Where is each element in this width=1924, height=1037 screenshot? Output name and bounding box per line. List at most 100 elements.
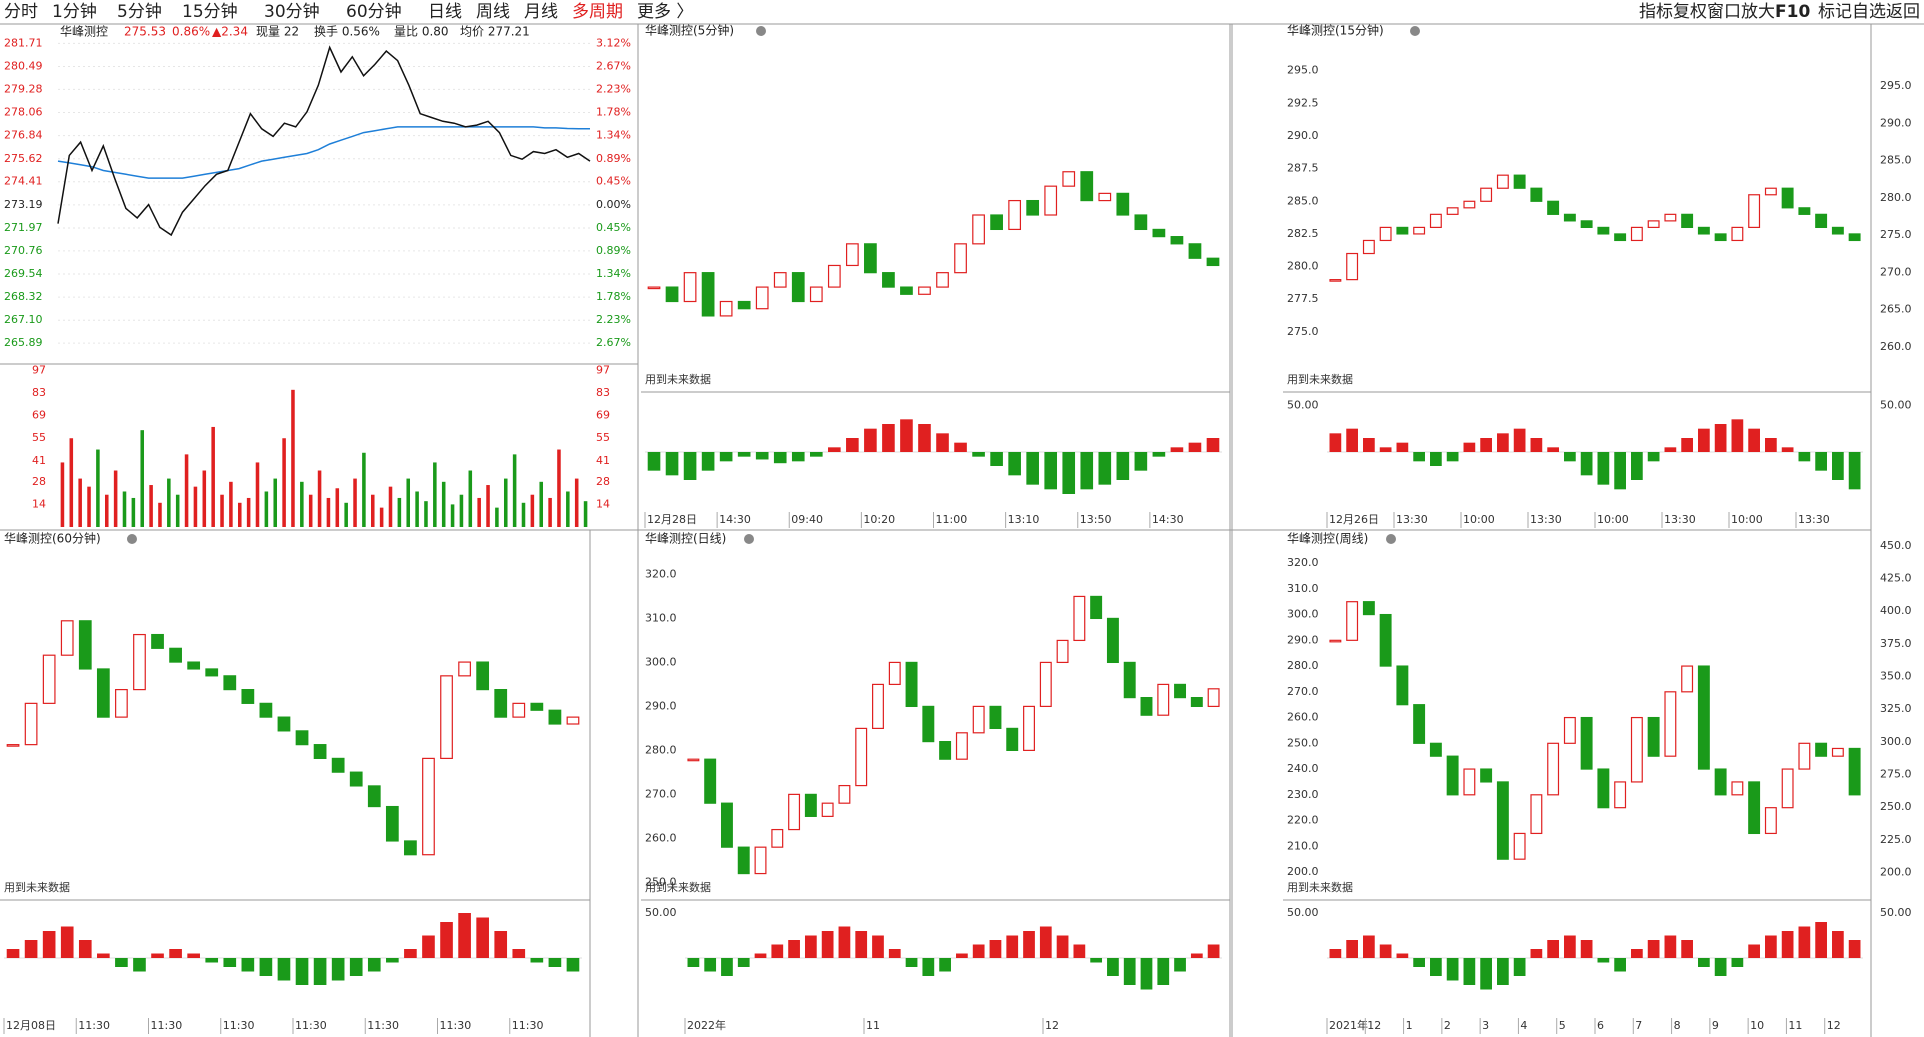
indicator-bar: [458, 913, 471, 958]
time-axis-label: 12月08日: [6, 1019, 56, 1032]
toolbar-tab[interactable]: 60分钟: [346, 2, 402, 22]
toolbar-button[interactable]: 窗口: [1707, 2, 1741, 22]
candle: [1781, 187, 1794, 209]
indicator-axis-label: 50.00: [1287, 906, 1319, 919]
time-axis-label: 10:00: [1731, 513, 1763, 526]
candle: [827, 264, 841, 288]
price-axis-label: 285.0: [1287, 194, 1319, 207]
candle: [1463, 768, 1476, 796]
toolbar-tab[interactable]: 5分钟: [117, 2, 162, 22]
indicator-bar: [1798, 452, 1811, 462]
indicator-bar: [1631, 452, 1643, 480]
toolbar-tab[interactable]: 1分钟: [52, 2, 97, 22]
panel-menu-icon[interactable]: [756, 26, 766, 36]
candle: [1714, 233, 1727, 242]
toolbar-button[interactable]: 标记: [1818, 2, 1852, 22]
price-axis-label: 200.0: [1287, 865, 1319, 878]
toolbar-tab[interactable]: 日线: [428, 2, 462, 22]
toolbar-tab[interactable]: 更多 〉: [637, 2, 693, 22]
price-axis-label: 230.0: [1287, 788, 1319, 801]
candle: [1039, 661, 1052, 708]
candle: [1630, 716, 1643, 783]
price-axis-label: 267.10: [4, 313, 43, 326]
toolbar-tab[interactable]: 月线: [524, 2, 558, 22]
candle: [791, 272, 805, 303]
indicator-bar: [939, 958, 951, 972]
time-axis-label: 14:30: [1152, 513, 1184, 526]
candle: [872, 683, 884, 729]
toolbar-button[interactable]: 复权: [1673, 2, 1707, 22]
volume-bar: [202, 470, 207, 527]
candle: [1044, 185, 1058, 216]
volume-bar: [60, 462, 65, 527]
toolbar-button[interactable]: 放大: [1741, 2, 1775, 22]
indicator-bar: [205, 958, 219, 963]
toolbar-tab[interactable]: 多周期: [572, 2, 623, 22]
candle: [1463, 200, 1476, 209]
candle: [1480, 768, 1493, 783]
toolbar-button[interactable]: 返回: [1886, 2, 1920, 22]
indicator-bar: [1463, 958, 1476, 985]
candle: [972, 214, 985, 245]
volume-axis-label: 41: [596, 454, 610, 467]
time-axis-label: 11: [866, 1019, 880, 1032]
right-axis-label: 425.0: [1880, 572, 1912, 585]
candle: [922, 705, 935, 743]
indicator-bar: [1430, 452, 1442, 466]
price-axis-label: 270.0: [645, 787, 677, 800]
candle: [440, 675, 453, 760]
indicator-bar: [1379, 944, 1392, 958]
time-axis-label: 5: [1559, 1019, 1566, 1032]
indicator-bar: [1513, 958, 1526, 976]
indicator-bar: [1513, 428, 1526, 452]
panel-menu-icon[interactable]: [744, 534, 754, 544]
toolbar-tab[interactable]: 15分钟: [182, 2, 238, 22]
volume-bar: [237, 502, 242, 527]
indicator-bar: [773, 452, 787, 464]
candle: [1429, 742, 1442, 757]
candle: [737, 300, 751, 310]
quote-field: 换手 0.56%: [314, 25, 380, 39]
indicator-bar: [1008, 452, 1021, 476]
price-axis-label: 320.0: [645, 567, 677, 580]
panel-menu-icon[interactable]: [1386, 534, 1396, 544]
candle: [1346, 252, 1359, 281]
panel-menu-icon[interactable]: [127, 534, 137, 544]
future-data-note: 用到未来数据: [645, 372, 711, 386]
candle: [548, 709, 562, 725]
indicator-bar: [1480, 438, 1492, 452]
toolbar-button[interactable]: 指标: [1639, 2, 1673, 22]
candle: [918, 286, 931, 295]
toolbar-tab[interactable]: 30分钟: [264, 2, 320, 22]
price-axis-label: 269.54: [4, 267, 43, 280]
toolbar-button[interactable]: 自选: [1852, 2, 1886, 22]
future-data-note: 用到未来数据: [4, 880, 70, 894]
indicator-bar: [1188, 442, 1202, 452]
indicator-bar: [1073, 944, 1086, 958]
time-axis-label: 11:30: [223, 1019, 255, 1032]
volume-bar: [450, 504, 455, 527]
percent-axis-label: 2.67%: [596, 336, 631, 349]
volume-bar: [246, 497, 251, 527]
toolbar-tab[interactable]: 周线: [476, 2, 510, 22]
toolbar-button[interactable]: F10: [1775, 2, 1810, 22]
indicator-axis-label: 50.00: [1287, 398, 1319, 411]
volume-bar: [211, 426, 215, 527]
candle: [1480, 187, 1493, 202]
indicator-bar: [241, 958, 255, 972]
volume-bar: [379, 507, 384, 527]
volume-bar: [96, 449, 100, 527]
toolbar-tab[interactable]: 分时: [4, 2, 38, 22]
candle: [151, 633, 164, 649]
indicator-bar: [1580, 452, 1593, 476]
indicator-bar: [440, 922, 453, 958]
candle: [78, 620, 92, 670]
candle: [1190, 697, 1203, 708]
candle: [1731, 226, 1744, 242]
indicator-bar: [1446, 958, 1459, 981]
panel-menu-icon[interactable]: [1410, 26, 1420, 36]
volume-bar: [468, 470, 473, 527]
indicator-bar: [1346, 428, 1358, 452]
indicator-bar: [1430, 958, 1442, 976]
percent-axis-label: 1.78%: [596, 106, 631, 119]
